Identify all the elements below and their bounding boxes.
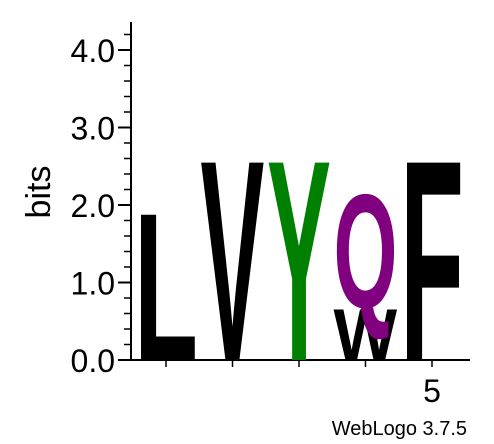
y-tick-label: 4.0 (71, 33, 115, 69)
y-tick-label: 2.0 (71, 188, 115, 224)
y-axis: 0.0 1.0 2.0 3.0 4.0 bits (20, 22, 132, 379)
logo-letter-Q: Q (334, 161, 398, 343)
y-axis-minor-ticks (124, 33, 131, 346)
x-axis-ticks: 5 (165, 360, 441, 409)
y-tick-label: 1.0 (71, 266, 115, 302)
x-axis: 5 (130, 359, 470, 409)
logo-letter-V: V (201, 101, 265, 422)
y-tick-label: 3.0 (71, 111, 115, 147)
weblogo-credit: WebLogo 3.7.5 (332, 418, 467, 440)
y-axis-label: bits (20, 166, 58, 219)
y-axis-major-ticks: 0.0 1.0 2.0 3.0 4.0 (71, 33, 131, 379)
logo-letter-F: F (400, 101, 464, 421)
stack-position-2: V (201, 101, 265, 422)
logo-letter-L: L (134, 170, 198, 406)
stack-position-1: L (134, 170, 198, 406)
stack-position-5: F (400, 101, 464, 421)
stack-position-4: WQ (334, 161, 398, 376)
x-tick-label: 5 (423, 373, 441, 409)
letter-stacks: L V Y WQ F (134, 101, 464, 422)
logo-letter-Y: Y (267, 101, 331, 422)
stack-position-3: Y (267, 101, 331, 422)
logo-letter-W: W (334, 293, 398, 375)
y-tick-label: 0.0 (71, 343, 115, 379)
